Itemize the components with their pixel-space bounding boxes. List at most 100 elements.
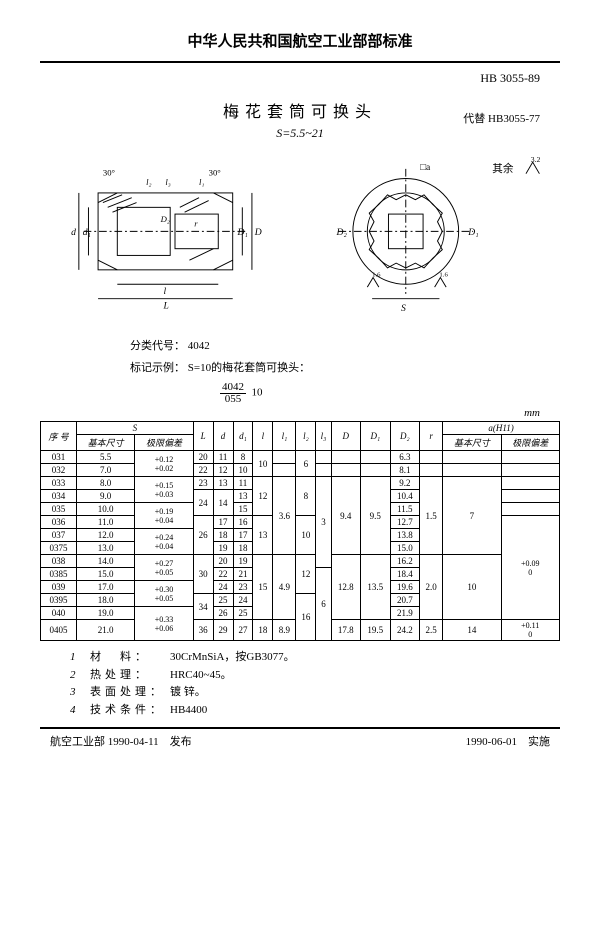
table-cell: 11.5 <box>390 503 420 516</box>
table-cell: 25 <box>233 607 253 620</box>
table-cell: +0.12+0.02 <box>135 451 193 477</box>
replaces-label: 代替 HB3055-77 <box>463 110 540 126</box>
svg-text:D: D <box>254 227 262 238</box>
footer: 航空工业部 1990-04-11 发布 1990-06-01 实施 <box>40 733 560 749</box>
svg-text:l₁: l₁ <box>199 177 204 187</box>
mark-fraction: 4042 055 10 <box>220 381 560 405</box>
footer-rule <box>40 727 560 729</box>
table-cell <box>361 451 391 464</box>
table-cell: +0.27+0.05 <box>135 555 193 581</box>
table-cell: 14 <box>213 490 233 516</box>
svg-text:d: d <box>71 227 76 238</box>
class-label: 分类代号： <box>130 340 185 352</box>
svg-text:l₂: l₂ <box>146 177 151 187</box>
table-cell: 16.2 <box>390 555 420 568</box>
col-l2: l₂ <box>296 422 316 451</box>
table-cell: 29 <box>213 620 233 641</box>
table-cell: 18 <box>233 542 253 555</box>
table-row: 03814.0+0.27+0.05302019154.91212.813.516… <box>41 555 560 568</box>
footer-right: 1990-06-01 实施 <box>466 733 550 749</box>
table-cell: 13 <box>213 477 233 490</box>
table-cell: 15.0 <box>390 542 420 555</box>
table-cell: 16 <box>233 516 253 529</box>
note-label: 材 料： <box>90 649 170 667</box>
table-cell: 34 <box>193 594 213 620</box>
table-cell: 14.0 <box>76 555 134 568</box>
note-val: HB4400 <box>170 702 207 720</box>
table-cell <box>501 464 559 477</box>
table-cell: 8.0 <box>76 477 134 490</box>
table-cell: +0.33+0.06 <box>135 607 193 641</box>
table-cell: 13.8 <box>390 529 420 542</box>
table-cell <box>501 451 559 464</box>
table-cell: 13.5 <box>361 555 391 620</box>
frac-after: 10 <box>252 387 263 399</box>
table-cell: 0405 <box>41 620 77 641</box>
table-cell: 8 <box>233 451 253 464</box>
table-cell: 24 <box>193 490 213 516</box>
table-cell: 12.8 <box>331 555 361 620</box>
svg-text:D₂: D₂ <box>160 214 170 224</box>
table-cell: 4.9 <box>273 555 296 620</box>
table-cell: 19 <box>233 555 253 568</box>
col-S: S <box>76 422 193 435</box>
footer-left: 航空工业部 1990-04-11 发布 <box>50 733 192 749</box>
table-row: 0315.5+0.12+0.02201181066.3 <box>41 451 560 464</box>
table-cell: 12 <box>296 555 316 594</box>
table-cell: 2.5 <box>420 620 443 641</box>
note-row: 3表面处理：镀 锌。 <box>70 684 560 702</box>
note-row: 2热处理：HRC40~45。 <box>70 667 560 685</box>
table-cell: 8.9 <box>273 620 296 641</box>
table-cell <box>273 451 296 464</box>
org-title: 中华人民共和国航空工业部部标准 <box>40 30 560 51</box>
col-seq: 序 号 <box>41 422 77 451</box>
table-cell: 20 <box>193 451 213 464</box>
table-cell <box>331 451 361 464</box>
table-cell: +0.090 <box>501 516 559 620</box>
note-num: 4 <box>70 702 90 720</box>
note-num: 1 <box>70 649 90 667</box>
table-cell: 7.0 <box>76 464 134 477</box>
table-cell: 1.5 <box>420 477 443 555</box>
table-cell: 15 <box>253 555 273 620</box>
col-D: D <box>331 422 361 451</box>
table-cell: 16 <box>296 594 316 641</box>
table-cell: 6.3 <box>390 451 420 464</box>
table-cell: 23 <box>233 581 253 594</box>
svg-text:D₁: D₁ <box>467 227 478 238</box>
col-d: d <box>213 422 233 451</box>
table-cell: 18.4 <box>390 568 420 581</box>
mark-label: 标记示例： <box>130 362 185 374</box>
table-cell <box>501 503 559 516</box>
table-cell: 12.0 <box>76 529 134 542</box>
table-cell: 6 <box>296 451 316 477</box>
col-a: a(H11) <box>443 422 560 435</box>
col-a-tol: 极限偏差 <box>501 435 559 451</box>
class-val: 4042 <box>188 340 210 352</box>
table-cell: 17 <box>233 529 253 542</box>
svg-text:30°: 30° <box>103 168 116 178</box>
col-l1: l₁ <box>273 422 296 451</box>
table-cell: 0395 <box>41 594 77 607</box>
svg-text:其余: 其余 <box>492 162 514 175</box>
table-cell: 18.0 <box>76 594 134 607</box>
table-cell <box>273 464 296 477</box>
table-cell <box>443 464 501 477</box>
table-cell: 7 <box>443 477 501 555</box>
svg-text:D₂: D₂ <box>336 227 348 238</box>
col-r: r <box>420 422 443 451</box>
table-cell <box>361 464 391 477</box>
table-cell: 9.4 <box>331 477 361 555</box>
table-cell: 17 <box>213 516 233 529</box>
table-cell: +0.15+0.03 <box>135 477 193 503</box>
table-cell: 8 <box>296 477 316 516</box>
table-cell: 19 <box>213 542 233 555</box>
col-tol: 极限偏差 <box>135 435 193 451</box>
table-cell <box>501 477 559 490</box>
table-row: 0338.0+0.15+0.03231311123.6839.49.59.21.… <box>41 477 560 490</box>
svg-text:l₃: l₃ <box>165 177 170 187</box>
col-basic: 基本尺寸 <box>76 435 134 451</box>
table-cell: 3.6 <box>273 477 296 555</box>
table-cell: 10.4 <box>390 490 420 503</box>
technical-drawing: d d₁ D D₁ 30° 30° l₂ l₃ l₁ D₂ r l L □a D… <box>50 151 550 331</box>
